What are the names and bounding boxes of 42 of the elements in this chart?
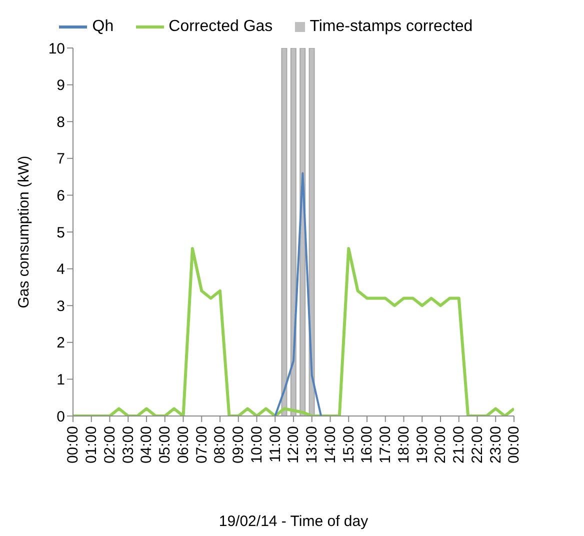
y-tick-label: 7 — [56, 150, 65, 168]
legend-label: Qh — [92, 18, 114, 36]
y-tick-label: 3 — [56, 298, 65, 315]
x-tick-label: 11:00 — [266, 426, 284, 462]
x-tick-label: 08:00 — [212, 426, 229, 464]
x-tick-label: 21:00 — [450, 426, 468, 464]
x-tick-label: 10:00 — [248, 426, 266, 464]
x-tick-label: 18:00 — [395, 426, 412, 464]
x-tick-label: 04:00 — [138, 426, 156, 464]
y-tick-label: 2 — [56, 334, 65, 352]
line-series — [274, 172, 322, 416]
y-tick-label: 1 — [56, 372, 65, 389]
x-tick-label: 20:00 — [432, 426, 450, 464]
x-tick-label: 16:00 — [358, 426, 376, 464]
y-tick-label: 6 — [56, 188, 65, 205]
x-tick-label: 06:00 — [174, 426, 192, 464]
y-tick-label: 8 — [56, 114, 65, 131]
x-tick-label: 02:00 — [101, 426, 118, 464]
y-tick-label: 5 — [56, 224, 65, 242]
x-tick-label: 12:00 — [285, 426, 302, 464]
x-tick-label: 15:00 — [340, 426, 358, 464]
x-tick-label: 09:00 — [230, 426, 248, 464]
x-tick-label: 14:00 — [322, 426, 339, 464]
x-tick-label: 23:00 — [487, 426, 504, 464]
x-tick-label: 19:00 — [414, 426, 431, 464]
x-tick-label: 07:00 — [193, 426, 210, 464]
x-tick-label: 03:00 — [120, 426, 137, 464]
x-tick-label: 00:00 — [506, 426, 523, 464]
legend-label: Time-stamps corrected — [310, 18, 473, 36]
x-tick-label: 13:00 — [304, 426, 321, 464]
x-tick-label: 22:00 — [468, 426, 486, 464]
y-tick-label: 0 — [56, 408, 65, 426]
x-axis-title: 19/02/14 - Time of day — [218, 513, 369, 530]
y-tick-label: 9 — [56, 77, 65, 94]
x-tick-label: 00:00 — [64, 426, 82, 464]
x-tick-label: 01:00 — [83, 426, 100, 464]
y-tick-label: 4 — [56, 261, 65, 278]
y-tick-label: 10 — [48, 40, 65, 58]
y-axis-title: Gas consumption (kW) — [15, 156, 32, 308]
x-tick-label: 05:00 — [156, 426, 174, 464]
legend-label: Corrected Gas — [168, 18, 273, 36]
x-tick-label: 17:00 — [377, 426, 394, 464]
